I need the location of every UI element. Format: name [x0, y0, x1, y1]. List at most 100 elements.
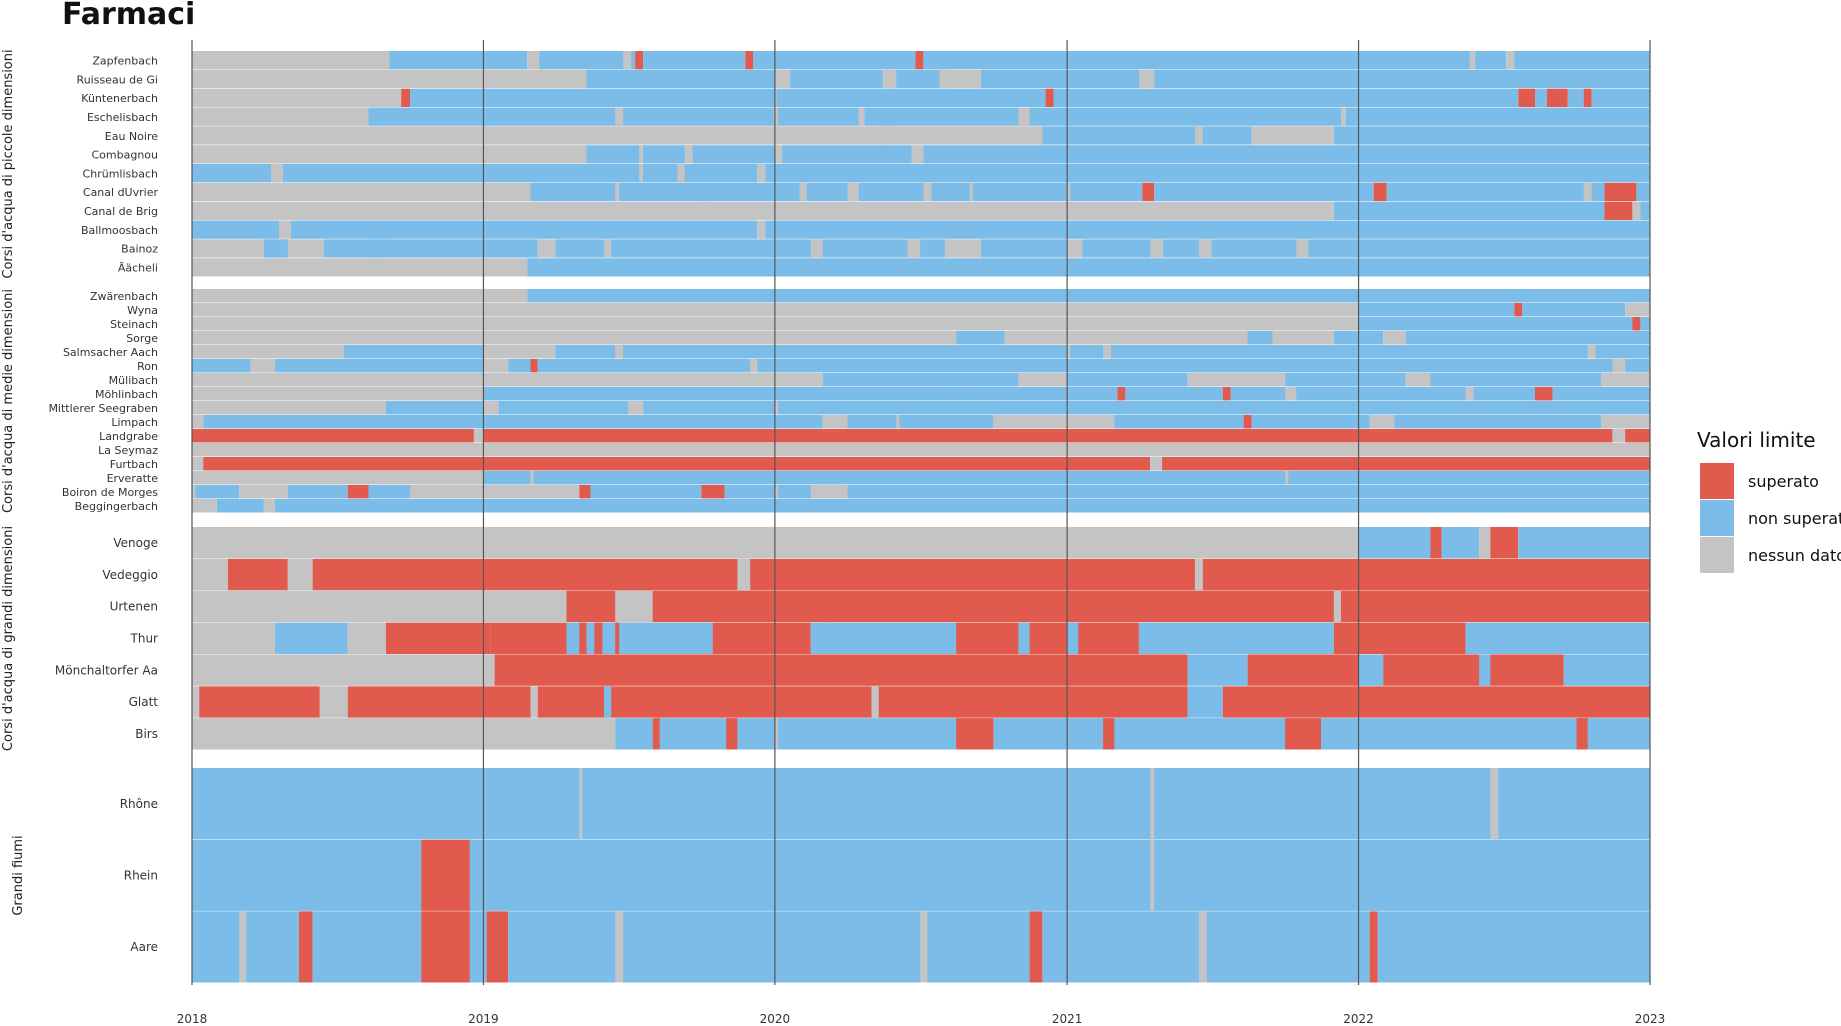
- x-tick-label: 2020: [760, 1012, 791, 1026]
- heatmap-segment: [643, 51, 746, 70]
- heatmap-segment: [1640, 201, 1650, 220]
- heatmap-segment: [724, 485, 1650, 499]
- heatmap-accent-segment: [623, 51, 632, 70]
- heatmap-segment: [1114, 415, 1244, 429]
- heatmap-accent-segment: [701, 201, 713, 220]
- row-label: Rhône: [120, 797, 158, 811]
- heatmap-accent-segment: [639, 69, 644, 89]
- heatmap-segment: [1117, 387, 1126, 401]
- group-label: Corsi d'acqua di grandi dimensioni: [1, 526, 16, 751]
- row-label: Birs: [135, 727, 158, 741]
- heatmap-segment: [1067, 239, 1083, 258]
- x-tick-label: 2018: [177, 1012, 208, 1026]
- row-label: Erveratte: [107, 472, 159, 485]
- heatmap-segment: [765, 164, 1650, 183]
- heatmap-segment: [483, 429, 1613, 443]
- row-label: Mönchaltorfer Aa: [55, 663, 158, 677]
- heatmap-segment: [530, 359, 538, 373]
- heatmap-segment: [508, 911, 1030, 983]
- heatmap-accent-segment: [615, 107, 624, 126]
- heatmap-segment: [347, 686, 531, 718]
- row-label: Ballmoosbach: [81, 224, 158, 237]
- heatmap-segment: [527, 258, 1650, 277]
- heatmap-accent-segment: [1103, 718, 1115, 750]
- heatmap-segment: [1490, 527, 1519, 559]
- heatmap-segment: [810, 622, 957, 654]
- heatmap-segment: [498, 401, 628, 415]
- legend-swatch: [1700, 537, 1734, 573]
- heatmap-segment: [1591, 88, 1650, 107]
- heatmap-accent-segment: [822, 622, 834, 654]
- heatmap-segment: [1125, 387, 1223, 401]
- heatmap-segment: [1251, 126, 1334, 145]
- row-label: Zapfenbach: [92, 54, 158, 67]
- heatmap-segment: [1475, 51, 1507, 70]
- heatmap-segment: [1567, 88, 1584, 107]
- heatmap-accent-segment: [1333, 590, 1341, 623]
- heatmap-segment: [192, 345, 344, 359]
- x-tick-label: 2021: [1052, 1012, 1083, 1026]
- heatmap-accent-segment: [896, 415, 900, 429]
- heatmap-segment: [790, 69, 945, 89]
- heatmap-segment: [1341, 107, 1346, 126]
- heatmap-segment: [774, 69, 791, 89]
- heatmap-segment: [765, 220, 1650, 239]
- heatmap-segment: [530, 686, 538, 718]
- heatmap-segment: [652, 718, 660, 750]
- heatmap-accent-segment: [677, 164, 685, 183]
- heatmap-segment: [956, 622, 1139, 654]
- heatmap-segment: [533, 51, 636, 70]
- heatmap-segment: [1285, 373, 1406, 387]
- legend-swatch: [1700, 500, 1734, 536]
- chart-title: Farmaci: [62, 0, 195, 32]
- heatmap-segment: [312, 911, 422, 983]
- heatmap-segment: [1552, 387, 1650, 401]
- heatmap-segment: [192, 220, 279, 239]
- row-label: Mittlerer Seegraben: [48, 402, 158, 415]
- heatmap-accent-segment: [1150, 239, 1163, 258]
- heatmap-segment: [203, 457, 1151, 471]
- heatmap-segment: [757, 164, 766, 183]
- heatmap-segment: [192, 182, 531, 202]
- heatmap-segment: [199, 686, 320, 718]
- heatmap-segment: [291, 220, 758, 239]
- heatmap-segment: [1514, 51, 1650, 70]
- heatmap-accent-segment: [1018, 107, 1030, 126]
- heatmap-segment: [712, 622, 811, 654]
- heatmap-segment: [1632, 317, 1641, 331]
- heatmap-segment: [283, 164, 758, 183]
- heatmap-segment: [347, 485, 369, 499]
- heatmap-accent-segment: [1285, 718, 1321, 750]
- heatmap-segment: [1522, 303, 1626, 317]
- heatmap-segment: [643, 401, 1650, 415]
- heatmap-accent-segment: [980, 373, 994, 387]
- heatmap-segment: [527, 51, 534, 70]
- row-label: Vedeggio: [102, 568, 158, 582]
- heatmap-segment: [192, 145, 587, 164]
- heatmap-segment: [822, 415, 848, 429]
- heatmap-accent-segment: [604, 686, 612, 718]
- row-label: Canal de Brig: [84, 205, 158, 218]
- heatmap-segment: [421, 839, 470, 911]
- row-label: Beggingerbach: [75, 500, 158, 513]
- heatmap-segment: [980, 239, 1068, 258]
- heatmap-segment: [1518, 88, 1536, 107]
- heatmap-segment: [1358, 303, 1515, 317]
- heatmap-segment: [945, 239, 981, 258]
- heatmap-accent-segment: [1296, 239, 1309, 258]
- heatmap-segment: [1441, 527, 1480, 559]
- heatmap-segment: [1358, 317, 1633, 331]
- heatmap-accent-segment: [882, 69, 897, 89]
- heatmap-segment: [1383, 331, 1406, 345]
- heatmap-accent-segment: [533, 51, 540, 70]
- row-label: Bainoz: [121, 243, 158, 256]
- heatmap-segment: [847, 415, 994, 429]
- row-label: Combagnou: [91, 149, 158, 162]
- heatmap-segment: [1625, 429, 1650, 443]
- heatmap-segment: [192, 88, 402, 107]
- heatmap-accent-segment: [368, 239, 387, 258]
- x-tick-label: 2022: [1343, 1012, 1374, 1026]
- heatmap-segment: [271, 164, 283, 183]
- heatmap-segment: [1430, 527, 1442, 559]
- heatmap-segment: [1373, 182, 1387, 202]
